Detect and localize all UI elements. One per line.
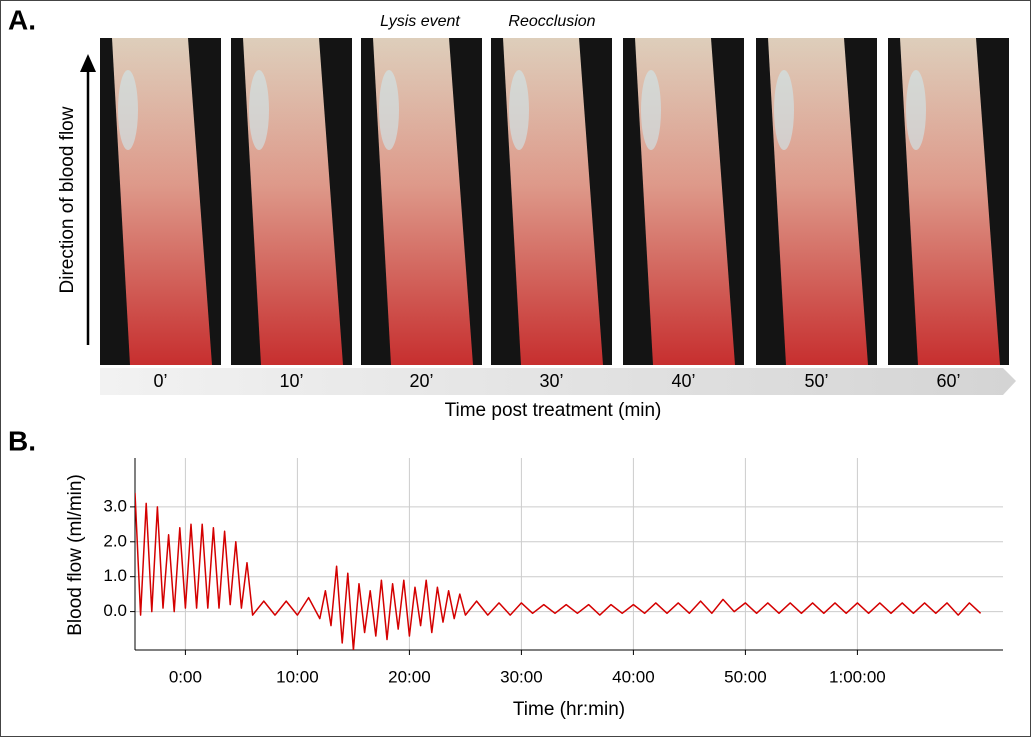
y-tick-label: 3.0 bbox=[103, 496, 127, 515]
time-label: 10’ bbox=[279, 371, 303, 391]
axis-label: Time post treatment (min) bbox=[445, 400, 662, 421]
time-label: 60’ bbox=[936, 371, 960, 391]
x-tick-label: 0:00 bbox=[169, 667, 202, 686]
panel-label: A. bbox=[8, 4, 36, 35]
y-tick-label: 1.0 bbox=[103, 566, 127, 585]
x-tick-label: 10:00 bbox=[276, 667, 319, 686]
time-label: 30’ bbox=[539, 371, 563, 391]
x-tick-label: 1:00:00 bbox=[829, 667, 886, 686]
flow-arrow-head bbox=[80, 54, 96, 72]
trace bbox=[135, 492, 982, 650]
axis-label: Blood flow (ml/min) bbox=[65, 474, 86, 636]
annotation: Reocclusion bbox=[508, 13, 595, 30]
x-tick-label: 30:00 bbox=[500, 667, 543, 686]
vessel-highlight bbox=[379, 70, 399, 150]
time-label: 50’ bbox=[804, 371, 828, 391]
vessel-highlight bbox=[906, 70, 926, 150]
vessel-highlight bbox=[249, 70, 269, 150]
axis-label: Direction of blood flow bbox=[57, 106, 78, 293]
time-label: 20’ bbox=[409, 371, 433, 391]
vessel-highlight bbox=[774, 70, 794, 150]
panel-label: B. bbox=[8, 425, 36, 456]
y-tick-label: 0.0 bbox=[103, 601, 127, 620]
vessel-highlight bbox=[509, 70, 529, 150]
axis-label: Time (hr:min) bbox=[513, 699, 625, 720]
time-banner bbox=[100, 368, 1016, 395]
x-tick-label: 20:00 bbox=[388, 667, 431, 686]
vessel-highlight bbox=[641, 70, 661, 150]
annotation: Lysis event bbox=[380, 13, 460, 30]
time-label: 40’ bbox=[671, 371, 695, 391]
vessel-highlight bbox=[118, 70, 138, 150]
x-tick-label: 50:00 bbox=[724, 667, 767, 686]
y-tick-label: 2.0 bbox=[103, 531, 127, 550]
time-label: 0’ bbox=[153, 371, 167, 391]
x-tick-label: 40:00 bbox=[612, 667, 655, 686]
